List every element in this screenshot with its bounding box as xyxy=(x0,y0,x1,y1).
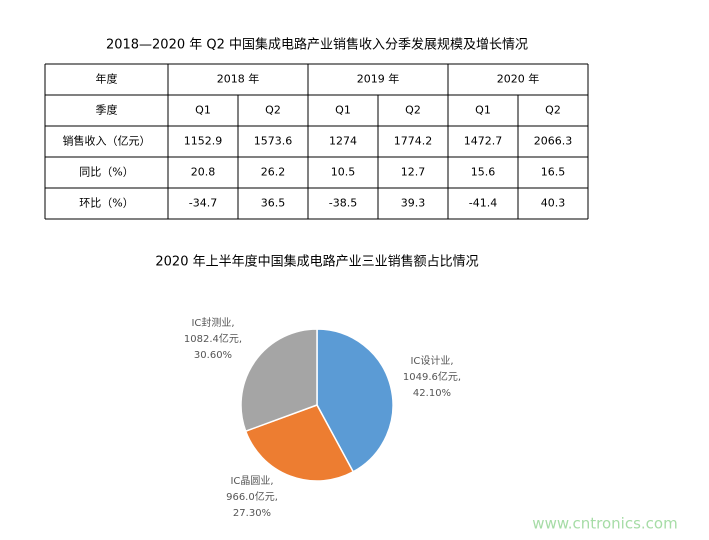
slice-label: IC封测业, xyxy=(191,316,234,329)
table-cell: 同比（%） xyxy=(79,166,133,179)
header-cell: 2018 年 xyxy=(217,72,260,86)
table-cell: 1274 xyxy=(329,135,357,148)
pie-slice xyxy=(240,328,318,433)
slice-amount: 1049.6亿元, xyxy=(403,370,461,383)
table-cell: -41.4 xyxy=(469,197,497,210)
table-title: 2018—2020 年 Q2 中国集成电路产业销售收入分季发展规模及增长情况 xyxy=(106,37,528,53)
table-cell: 1774.2 xyxy=(394,135,433,148)
slice-amount: 1082.4亿元, xyxy=(184,332,242,345)
table-cell: 36.5 xyxy=(261,197,286,210)
pie-slice xyxy=(244,404,355,482)
table-cell: 15.6 xyxy=(471,166,496,179)
chart-title: 2020 年上半年度中国集成电路产业三业销售额占比情况 xyxy=(155,254,478,270)
slice-percent: 27.30% xyxy=(233,508,271,519)
table-cell: Q2 xyxy=(545,104,561,117)
slice-percent: 30.60% xyxy=(194,350,232,361)
table-cell: 环比（%） xyxy=(79,197,133,210)
table-cell: -34.7 xyxy=(189,197,217,210)
watermark: www.cntronics.com xyxy=(532,515,677,533)
table-cell: 销售收入（亿元） xyxy=(63,134,151,148)
table-cell: 季度 xyxy=(96,103,118,117)
table-cell: 12.7 xyxy=(401,166,426,179)
slice-label: IC设计业, xyxy=(410,354,453,367)
table-cell: Q2 xyxy=(405,104,421,117)
table-cell: 40.3 xyxy=(541,197,566,210)
header-cell: 2019 年 xyxy=(357,72,400,86)
table-cell: 20.8 xyxy=(191,166,216,179)
table-cell: -38.5 xyxy=(329,197,357,210)
table-cell: 39.3 xyxy=(401,197,426,210)
table-cell: 26.2 xyxy=(261,166,286,179)
table-cell: 1152.9 xyxy=(184,135,223,148)
header-cell: 年度 xyxy=(96,72,118,86)
table-cell: 10.5 xyxy=(331,166,356,179)
slice-label: IC晶圆业, xyxy=(230,475,273,487)
table-cell: 1573.6 xyxy=(254,135,293,148)
table-cell: Q1 xyxy=(195,104,211,117)
table-cell: Q1 xyxy=(475,104,491,117)
table-cell: 1472.7 xyxy=(464,135,503,148)
table-cell: Q2 xyxy=(265,104,281,117)
table-cell: Q1 xyxy=(335,104,351,117)
table-cell: 2066.3 xyxy=(534,135,573,148)
slice-amount: 966.0亿元, xyxy=(226,490,278,503)
slice-percent: 42.10% xyxy=(413,388,451,399)
pie-slice xyxy=(316,328,394,473)
table-cell: 16.5 xyxy=(541,166,566,179)
header-cell: 2020 年 xyxy=(497,72,540,86)
